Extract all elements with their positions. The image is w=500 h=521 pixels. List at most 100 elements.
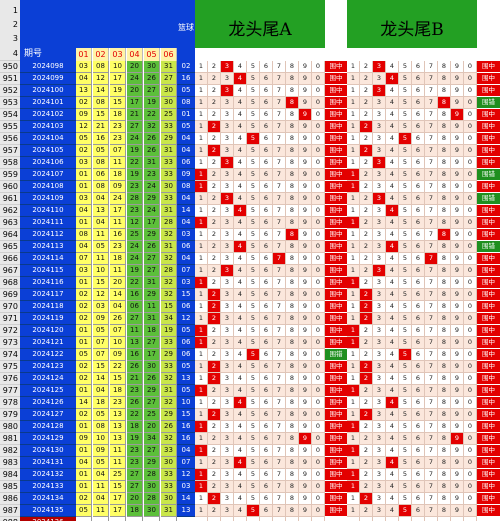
row-number[interactable]: 986 [0, 493, 20, 505]
blue-ball-cell: 05 [177, 85, 195, 97]
b-digit-cell: 3 [373, 133, 386, 145]
row-number[interactable]: 971 [0, 313, 20, 325]
a-digit-cell: 5 [247, 109, 260, 121]
b-digit-cell: 0 [464, 85, 477, 97]
a-digit-cell: 7 [273, 97, 286, 109]
row-number[interactable]: 980 [0, 421, 20, 433]
row-number[interactable]: 1 [12, 6, 18, 15]
period-cell: 2024131 [20, 457, 76, 469]
b-digit-cell: 2 [360, 445, 373, 457]
row-number[interactable]: 4 [0, 48, 20, 61]
row-number[interactable]: 953 [0, 97, 20, 109]
a-digit-cell: 1 [195, 433, 208, 445]
row-number[interactable]: 988 [0, 517, 20, 521]
row-number[interactable]: 970 [0, 301, 20, 313]
a-digit-cell: 4 [234, 301, 247, 313]
b-digit-cell: 2 [360, 169, 373, 181]
b-digit-cell: 1 [347, 433, 360, 445]
ball-cell: 17 [127, 97, 143, 109]
b-digit-cell: 9 [451, 97, 464, 109]
row-number[interactable]: 959 [0, 169, 20, 181]
ball-cell: 19 [127, 145, 143, 157]
b-digit-cell: 7 [425, 337, 438, 349]
row-number[interactable]: 987 [0, 505, 20, 517]
row-number[interactable]: 975 [0, 361, 20, 373]
a-digit-cell: 0 [312, 289, 325, 301]
row-number[interactable]: 960 [0, 181, 20, 193]
b-digit-cell: 4 [386, 445, 399, 457]
row-number[interactable]: 952 [0, 85, 20, 97]
row-number[interactable]: 979 [0, 409, 20, 421]
b-digit-cell: 0 [464, 169, 477, 181]
a-digit-cell: 1 [195, 229, 208, 241]
b-result-tag: 围中 [477, 253, 500, 265]
ball-col-header: 02 [93, 48, 109, 61]
row-number[interactable]: 955 [0, 121, 20, 133]
row-number[interactable]: 984 [0, 469, 20, 481]
b-result-tag: 围中 [477, 61, 500, 73]
a-result-tag: 围中 [325, 241, 347, 253]
ball-cell: 02 [76, 409, 92, 421]
a-result-tag: 围中 [325, 217, 347, 229]
a-digit-cell: 7 [273, 181, 286, 193]
b-digit-cell: 7 [425, 481, 438, 493]
row-number[interactable]: 961 [0, 193, 20, 205]
a-digit-cell: 8 [286, 169, 299, 181]
row-number[interactable]: 973 [0, 337, 20, 349]
blue-ball-cell: 07 [177, 265, 195, 277]
row-number[interactable]: 964 [0, 229, 20, 241]
period-cell: 2024099 [20, 73, 76, 85]
ball-cell: 12 [127, 217, 143, 229]
ball-cell: 30 [161, 457, 177, 469]
row-number[interactable]: 962 [0, 205, 20, 217]
b-result-tag: 围中 [477, 121, 500, 133]
b-digit-cell: 4 [386, 385, 399, 397]
row-number[interactable]: 978 [0, 397, 20, 409]
row-number[interactable]: 951 [0, 73, 20, 85]
b-digit-cell: 1 [347, 409, 360, 421]
period-cell: 2024124 [20, 373, 76, 385]
a-digit-cell: 9 [299, 193, 312, 205]
ball-cell [110, 517, 126, 521]
row-number[interactable]: 977 [0, 385, 20, 397]
b-digit-cell: 6 [412, 157, 425, 169]
b-digit-cell: 8 [438, 97, 451, 109]
row-number[interactable]: 972 [0, 325, 20, 337]
row-number[interactable]: 2 [12, 20, 18, 29]
ball-cell: 10 [110, 337, 126, 349]
row-number[interactable]: 967 [0, 265, 20, 277]
row-number[interactable]: 968 [0, 277, 20, 289]
b-digit-cell: 7 [425, 253, 438, 265]
row-number[interactable]: 958 [0, 157, 20, 169]
b-digit-cell: 1 [347, 61, 360, 73]
row-number[interactable]: 956 [0, 133, 20, 145]
row-number[interactable]: 976 [0, 373, 20, 385]
row-number[interactable]: 981 [0, 433, 20, 445]
row-number[interactable]: 982 [0, 445, 20, 457]
row-number[interactable]: 965 [0, 241, 20, 253]
row-number[interactable]: 966 [0, 253, 20, 265]
a-digit-cell: 9 [299, 361, 312, 373]
b-digit-cell: 4 [386, 133, 399, 145]
period-cell: 2024135 [20, 505, 76, 517]
row-number[interactable]: 954 [0, 109, 20, 121]
row-number[interactable]: 983 [0, 457, 20, 469]
row-number[interactable]: 963 [0, 217, 20, 229]
a-digit-cell: 5 [247, 361, 260, 373]
a-result-tag: 围中 [325, 373, 347, 385]
a-digit-cell: 3 [221, 85, 234, 97]
period-cell: 2024113 [20, 241, 76, 253]
row-number[interactable]: 985 [0, 481, 20, 493]
b-result-tag: 围中 [477, 133, 500, 145]
b-digit-cell: 4 [386, 493, 399, 505]
row-number[interactable]: 950 [0, 61, 20, 73]
b-digit-cell: 2 [360, 433, 373, 445]
a-digit-cell: 6 [260, 349, 273, 361]
row-number[interactable]: 3 [12, 34, 18, 43]
row-number[interactable]: 974 [0, 349, 20, 361]
row-number[interactable]: 969 [0, 289, 20, 301]
b-digit-cell: 8 [438, 433, 451, 445]
a-digit-cell: 2 [208, 265, 221, 277]
a-digit-cell: 7 [273, 73, 286, 85]
row-number[interactable]: 957 [0, 145, 20, 157]
